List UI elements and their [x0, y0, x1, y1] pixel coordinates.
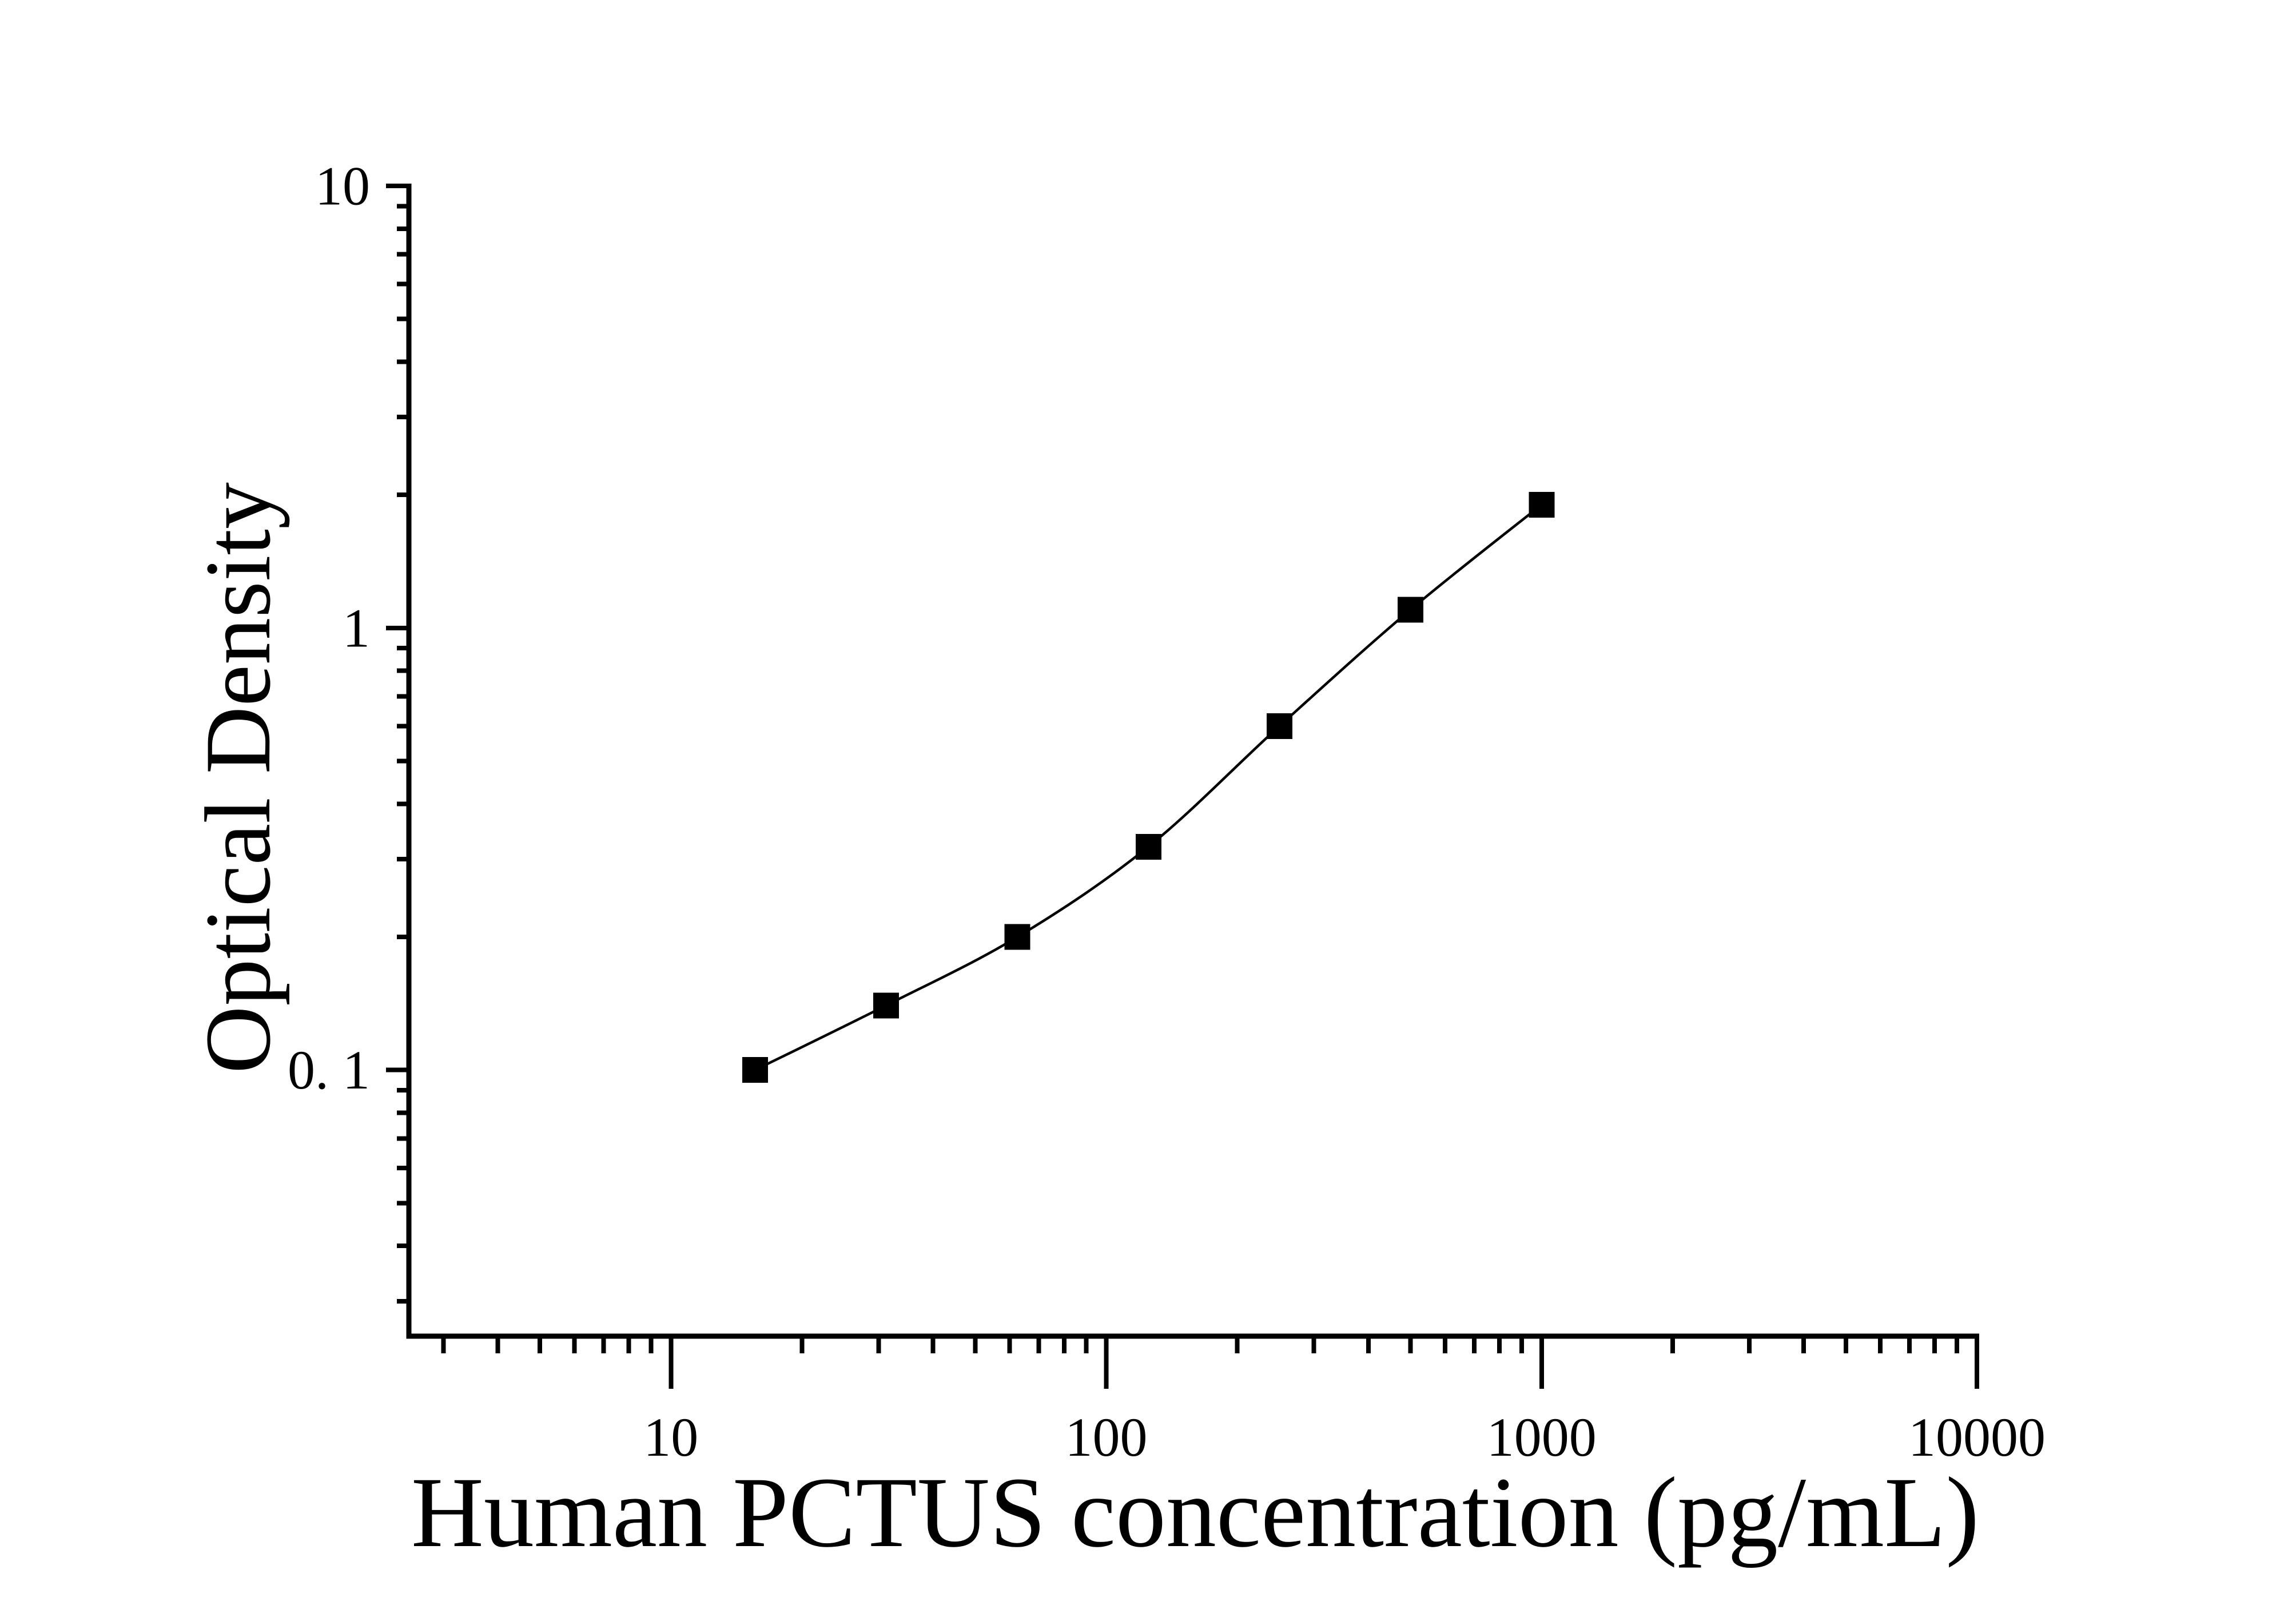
standard-curve-line	[754, 503, 1543, 1071]
data-point-marker	[873, 992, 899, 1019]
x-axis-title: Human PCTUS concentration (pg/mL)	[411, 1457, 1980, 1568]
x-tick-label: 1000	[1487, 1407, 1597, 1468]
y-tick-label: 0. 1	[288, 1039, 370, 1101]
x-tick-label: 100	[1065, 1407, 1148, 1468]
data-point-marker	[742, 1057, 768, 1083]
data-point-marker	[1004, 924, 1030, 950]
x-tick-label: 10000	[1908, 1407, 2046, 1468]
x-tick-label: 10	[643, 1407, 698, 1468]
data-point-marker	[1135, 833, 1161, 860]
data-point-marker	[1398, 597, 1424, 623]
y-tick-label: 1	[343, 597, 370, 658]
data-point-marker	[1266, 713, 1292, 739]
y-axis-title: Optical Density	[186, 482, 290, 1074]
y-tick-label: 10	[315, 156, 370, 217]
data-point-marker	[1529, 491, 1555, 518]
